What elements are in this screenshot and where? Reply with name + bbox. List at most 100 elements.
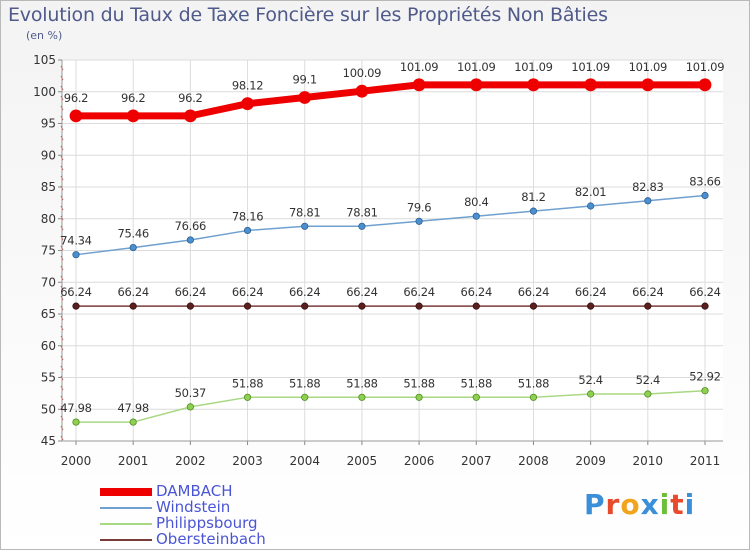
x-tick-label: 2001 (118, 454, 149, 468)
data-point (529, 393, 538, 401)
data-point (69, 109, 83, 123)
x-tick-label: 2002 (175, 454, 206, 468)
data-label: 66.24 (60, 285, 91, 299)
data-label: 78.16 (232, 209, 263, 223)
data-label: 66.24 (518, 285, 549, 299)
legend-swatch (100, 539, 152, 541)
logo-letter: x (640, 488, 660, 521)
legend-label: Philippsbourg (156, 514, 258, 532)
x-tick-label: 2004 (289, 454, 320, 468)
logo-letter: t (670, 488, 685, 521)
data-point (584, 78, 598, 92)
data-label: 66.24 (346, 285, 377, 299)
chart-subtitle: (en %) (26, 29, 63, 42)
data-point (243, 302, 252, 310)
data-label: 76.66 (175, 219, 206, 233)
data-label: 96.2 (178, 91, 202, 105)
data-point (641, 78, 655, 92)
data-point (469, 78, 483, 92)
data-point (243, 226, 252, 235)
data-point (129, 302, 137, 310)
y-tick-label: 85 (41, 180, 56, 194)
data-label: 101.09 (686, 60, 724, 74)
series-line-philippsbourg (76, 389, 706, 423)
y-tick-label: 100 (33, 85, 56, 99)
data-label: 81.2 (521, 190, 545, 204)
legend-label: Obersteinbach (156, 530, 266, 548)
data-point (701, 387, 709, 395)
x-tick-label: 2010 (633, 454, 664, 468)
data-label: 52.4 (578, 373, 602, 387)
proxiti-logo: Proxiti (584, 488, 695, 521)
x-tick-label: 2008 (518, 454, 549, 468)
data-point (472, 212, 480, 220)
data-label: 82.01 (575, 185, 606, 199)
data-point (644, 390, 652, 398)
data-point (186, 236, 194, 244)
x-tick-label: 2006 (404, 454, 435, 468)
data-point (644, 302, 652, 310)
logo-letter: i (684, 488, 696, 521)
data-point (415, 302, 423, 310)
data-point (587, 202, 595, 210)
data-point (415, 217, 423, 225)
logo-letter: P (584, 488, 606, 521)
data-point (72, 302, 80, 310)
data-label: 52.92 (689, 370, 720, 384)
x-tick-label: 2009 (575, 454, 606, 468)
logo-letter: i (659, 488, 671, 521)
data-label: 66.24 (232, 285, 263, 299)
y-tick-label: 80 (41, 212, 56, 226)
y-tick-label: 70 (41, 275, 56, 289)
y-tick-label: 90 (41, 148, 56, 162)
data-point (358, 222, 366, 230)
y-tick-label: 105 (33, 53, 56, 67)
data-point (72, 418, 80, 426)
data-point (298, 91, 312, 104)
data-label: 51.88 (461, 376, 492, 390)
data-label: 66.24 (403, 285, 434, 299)
data-point (472, 393, 480, 401)
data-point (301, 222, 309, 230)
data-label: 99.1 (293, 72, 317, 86)
series-group (69, 78, 712, 426)
data-label: 80.4 (464, 195, 488, 209)
data-label: 52.4 (636, 373, 660, 387)
legend-swatch (100, 507, 152, 509)
y-tick-label: 55 (41, 371, 56, 385)
data-point (698, 78, 712, 92)
data-label: 66.24 (632, 285, 663, 299)
data-point (701, 302, 709, 310)
data-point (186, 403, 194, 411)
chart-title: Evolution du Taux de Taxe Foncière sur l… (8, 4, 608, 26)
x-tick-label: 2000 (61, 454, 92, 468)
data-label: 51.88 (346, 376, 377, 390)
data-point (701, 191, 709, 200)
data-point (129, 418, 137, 426)
data-label: 101.09 (571, 60, 609, 74)
data-label: 66.24 (289, 285, 320, 299)
data-label: 101.09 (400, 60, 438, 74)
series-line-dambach (76, 81, 705, 120)
legend-label: Windstein (156, 498, 231, 516)
data-point (529, 302, 538, 310)
data-label: 98.12 (232, 79, 263, 93)
data-point (129, 243, 137, 252)
y-tick-label: 50 (41, 402, 56, 416)
grid-lines (62, 59, 723, 442)
data-label: 96.2 (64, 91, 88, 105)
x-tick-label: 2007 (461, 454, 492, 468)
data-label: 47.98 (60, 401, 91, 415)
data-point (358, 302, 366, 310)
x-tick-label: 2003 (232, 454, 263, 468)
y-tick-label: 65 (41, 307, 56, 321)
data-label: 101.09 (514, 60, 552, 74)
data-point (587, 390, 595, 398)
legend-swatch (100, 523, 152, 525)
x-tick-label: 2011 (690, 454, 721, 468)
data-label: 83.66 (689, 175, 720, 189)
data-label: 51.88 (232, 376, 263, 390)
logo-letter: r (605, 488, 621, 521)
data-label: 51.88 (289, 376, 320, 390)
data-label: 66.24 (117, 285, 148, 299)
